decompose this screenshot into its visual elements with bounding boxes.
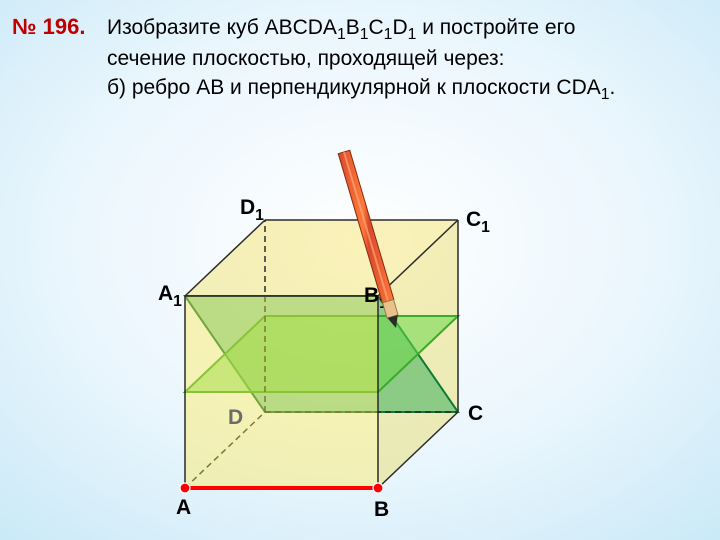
- label-A: A: [176, 496, 191, 519]
- cube-front-faces: [185, 296, 378, 488]
- problem-line-3: б) ребро АВ и перпендикулярной к плоскос…: [107, 74, 615, 105]
- problem-text: Изобразите куб ABCDA1B1C1D1 и постройте …: [107, 14, 615, 105]
- label-D1: D1: [240, 196, 264, 224]
- problem-line-2: сечение плоскостью, проходящей через:: [107, 45, 615, 73]
- problem-number: № 196.: [12, 14, 85, 40]
- label-D: D: [228, 406, 243, 429]
- problem-line-1: Изобразите куб ABCDA1B1C1D1 и постройте …: [107, 14, 615, 45]
- label-C1: C1: [466, 208, 490, 236]
- label-B: B: [374, 498, 389, 521]
- label-C: C: [468, 402, 483, 425]
- label-A1: A1: [158, 282, 182, 310]
